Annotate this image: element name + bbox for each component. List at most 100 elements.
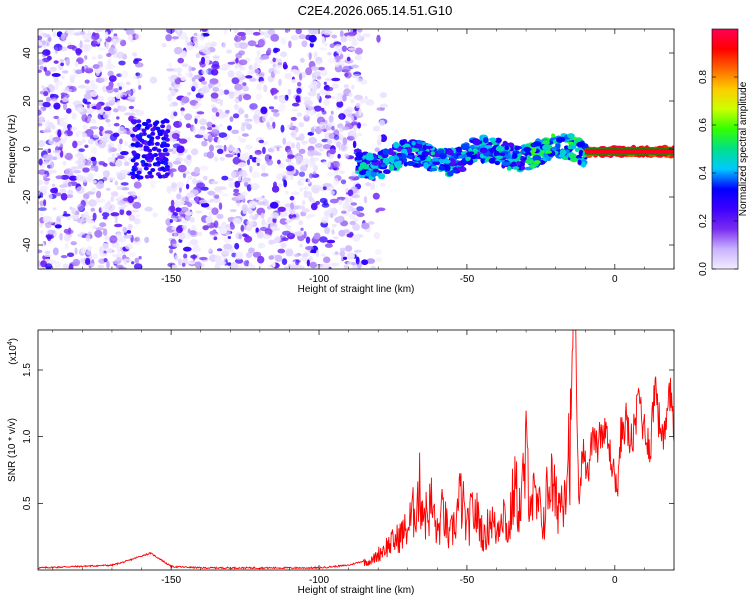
- spectrogram-cell: [230, 223, 235, 230]
- spectrogram-cell: [347, 189, 354, 197]
- spectrogram-cell: [53, 102, 61, 110]
- spectrogram-cell: [91, 118, 97, 124]
- spectrogram-cell: [333, 177, 339, 186]
- spectrogram-cell: [545, 150, 552, 154]
- spectrogram-cell: [120, 187, 130, 191]
- spectrogram-cell: [132, 126, 138, 131]
- spectrogram-cell: [133, 263, 143, 269]
- spectrogram-cell: [107, 177, 116, 181]
- spectrogram-cell: [128, 105, 135, 110]
- spectrogram-cell: [352, 223, 361, 231]
- spectrogram-cell: [290, 132, 295, 137]
- spectrogram-cell: [99, 136, 109, 145]
- spectrogram-cell: [119, 208, 125, 216]
- spectrogram-cell: [131, 150, 137, 155]
- spectrogram-cell: [315, 127, 321, 135]
- spectrogram-cell: [227, 61, 235, 65]
- spectrogram-cell: [369, 182, 376, 191]
- spectrogram-cell: [244, 29, 254, 35]
- spectrogram-cell: [257, 39, 265, 47]
- spectrogram-cell: [157, 174, 163, 179]
- spectrogram-cell: [143, 166, 149, 171]
- spectrogram-cell: [103, 258, 108, 263]
- spectrogram-cell: [116, 82, 120, 88]
- spectrogram-cell: [106, 187, 111, 191]
- spectrogram-cell: [202, 175, 208, 181]
- spectrogram-cell: [379, 92, 387, 99]
- spectrogram-cell: [171, 182, 177, 189]
- spectrogram-cell: [90, 40, 98, 47]
- spectrogram-cell: [342, 183, 347, 187]
- spectrogram-cell: [130, 109, 140, 113]
- spectrogram-cell: [241, 204, 248, 212]
- spectrogram-cell: [192, 241, 197, 250]
- spectrogram-cell: [318, 47, 328, 51]
- spectrogram-cell: [102, 228, 108, 236]
- spectrogram-cell: [66, 194, 74, 199]
- spectrogram-cell: [246, 158, 251, 166]
- spectrogram-cell: [63, 102, 67, 111]
- spectrogram-cell: [494, 137, 502, 143]
- spectrogram-cell: [196, 111, 205, 115]
- spectrogram-cell: [96, 95, 105, 102]
- spectrogram-cell: [245, 75, 253, 79]
- spectrogram-cell: [283, 179, 288, 188]
- spectrogram-cell: [195, 102, 202, 106]
- spectrogram-cell: [336, 197, 345, 201]
- spectrogram-cell: [83, 43, 89, 50]
- spectrogram-cell: [82, 98, 88, 104]
- spectrogram-cell: [458, 166, 467, 172]
- spectrogram-cell: [47, 84, 53, 89]
- spectrogram-cell: [38, 207, 47, 212]
- spectrogram-cell: [287, 154, 296, 158]
- spectrogram-cell: [296, 230, 303, 237]
- spectrogram-cell: [238, 233, 242, 240]
- spectrogram-cell: [318, 236, 328, 243]
- spectrogram-cell: [310, 66, 319, 71]
- spectrogram-cell: [321, 36, 325, 44]
- spectrogram-cell: [82, 124, 88, 130]
- spectrogram-cell: [326, 239, 336, 244]
- spectrogram-cell: [242, 152, 250, 159]
- spectrogram-cell: [502, 140, 508, 147]
- spectrogram-cell: [45, 263, 53, 269]
- spectrogram-cell: [289, 195, 295, 201]
- spectrogram-cell: [216, 248, 223, 252]
- spectrogram-cell: [169, 219, 173, 223]
- spectrogram-cell: [249, 155, 253, 160]
- spectrogram-cell: [352, 74, 361, 79]
- spectrogram-cell: [419, 154, 426, 161]
- spectrogram-cell: [315, 249, 320, 258]
- spectrogram-cell: [336, 92, 344, 96]
- spectrogram-cell: [218, 89, 225, 96]
- spectrogram-cell: [219, 157, 225, 161]
- spectrogram-cell: [317, 66, 325, 71]
- spectrogram-cell: [73, 32, 81, 36]
- spectrogram-cell: [378, 173, 386, 180]
- spectrogram-cell: [144, 236, 150, 244]
- spectrogram-cell: [52, 136, 61, 142]
- spectrogram-cell: [118, 267, 127, 269]
- spectrogram-cell: [299, 187, 303, 192]
- spectrogram-cell: [194, 97, 202, 102]
- spectrogram-cell: [209, 230, 216, 235]
- spectrogram-cell: [122, 172, 127, 178]
- spectrogram-cell: [77, 157, 86, 165]
- spectrogram-cell: [245, 144, 253, 150]
- spectrogram-cell: [438, 165, 446, 171]
- spectrogram-cell: [212, 55, 220, 59]
- spectrogram-cell: [88, 173, 94, 181]
- spectrogram-cell: [309, 261, 317, 269]
- spectrogram-cell: [143, 162, 149, 167]
- spectrogram-cell: [107, 70, 114, 77]
- spectrogram-cell: [271, 109, 279, 113]
- spectrogram-cell: [95, 77, 105, 83]
- spectrogram-cell: [123, 234, 133, 239]
- spectrogram-cell: [67, 44, 76, 50]
- spectrogram-cell: [482, 137, 489, 144]
- spectrogram-cell: [176, 145, 185, 154]
- spectrogram-cell: [238, 174, 242, 182]
- spectrogram-cell: [300, 182, 304, 186]
- spectrogram-cell: [199, 33, 204, 41]
- spectrogram-cell: [172, 217, 178, 222]
